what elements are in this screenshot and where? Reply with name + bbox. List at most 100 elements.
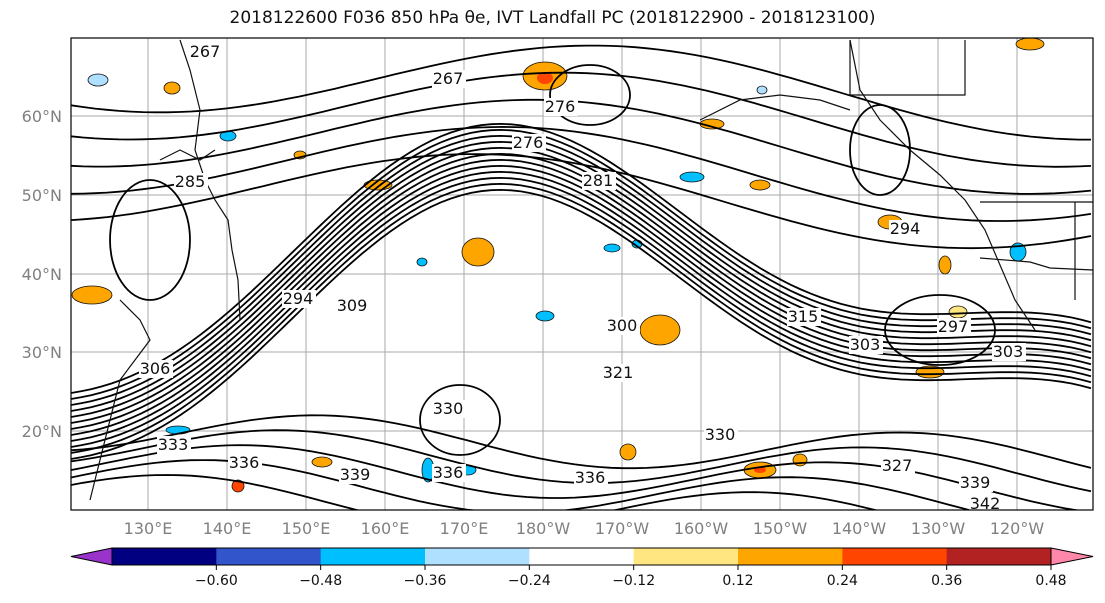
anomaly-patch-positive	[938, 255, 952, 275]
contour-line	[71, 125, 1092, 222]
contour-loop	[884, 294, 996, 366]
anomaly-patch-positive	[163, 81, 181, 95]
latitude-label: 20°N	[22, 422, 62, 441]
contour-line	[71, 140, 1092, 412]
contour-label: 339	[960, 473, 991, 492]
anomaly-patch-strong	[231, 479, 245, 493]
colorbar-segment	[529, 548, 635, 565]
contour-line	[71, 134, 1092, 406]
anomaly-patch-negative	[535, 310, 555, 322]
contour-label: 330	[433, 399, 464, 418]
contour-label-bg	[606, 317, 640, 335]
contour-label-bg	[432, 400, 466, 418]
contour-label-bg	[992, 343, 1026, 361]
contour-label-bg	[937, 318, 971, 336]
contour-label-bg	[574, 469, 608, 487]
contour-label: 315	[788, 307, 819, 326]
longitude-label: 170°E	[440, 519, 489, 538]
colorbar-segment	[738, 548, 843, 565]
colorbar-extend-low	[70, 547, 113, 566]
contour-label-bg	[174, 173, 208, 191]
colorbar-segment	[425, 548, 530, 565]
contour-label-bg	[881, 457, 915, 475]
contour-line	[71, 122, 1092, 394]
contour-line	[71, 158, 1092, 430]
contour-label-bg	[959, 474, 993, 492]
longitude-label: 120°W	[990, 519, 1045, 538]
contour-label: 330	[705, 425, 736, 444]
longitude-label: 160°E	[361, 519, 410, 538]
anomaly-patch-positive	[749, 179, 771, 191]
colorbar-tick-label: −0.24	[508, 573, 551, 589]
alaska-coastline	[699, 94, 851, 121]
contour-label: 267	[433, 69, 464, 88]
contour-line	[71, 164, 1092, 436]
contour-label-bg	[889, 220, 923, 238]
contour-label: 294	[283, 289, 314, 308]
contour-label: 333	[158, 435, 189, 454]
political-border	[979, 257, 1093, 271]
contour-line	[71, 152, 1092, 424]
contour-label: 297	[938, 317, 969, 336]
anomaly-patch-positive	[639, 314, 681, 346]
contour-label-bg	[969, 495, 1003, 510]
colorbar-tick-label: 0.12	[722, 573, 753, 589]
asia-coastline	[159, 149, 216, 161]
longitude-label: 130°W	[911, 519, 966, 538]
contour-label: 276	[513, 133, 544, 152]
colorbar-tick-label: 0.24	[827, 573, 858, 589]
anomaly-patch-weak-negative	[756, 85, 768, 95]
contour-loop	[549, 64, 631, 126]
north-america-coastline	[849, 39, 1036, 331]
contour-label-bg	[228, 454, 262, 472]
contour-label-bg	[339, 466, 373, 484]
contour-label-bg	[157, 436, 191, 454]
asia-coastline	[179, 39, 241, 321]
colorbar-tick-label: −0.12	[612, 573, 655, 589]
anomaly-patch-negative	[603, 243, 621, 253]
latitude-label: 60°N	[22, 107, 62, 126]
political-border	[849, 40, 966, 96]
contour-line	[71, 176, 1092, 448]
colorbar-tick-label: 0.36	[931, 573, 962, 589]
contour-label: 309	[337, 296, 368, 315]
contour-loop	[109, 179, 191, 301]
anomaly-patch-positive	[311, 456, 333, 468]
contour-label-bg	[512, 134, 546, 152]
latitude-label: 30°N	[22, 343, 62, 362]
anomaly-patch-positive	[461, 237, 495, 267]
latitude-label: 40°N	[22, 265, 62, 284]
contour-label: 321	[603, 363, 634, 382]
longitude-label: 160°W	[674, 519, 729, 538]
colorbar-tick-label: −0.48	[299, 573, 342, 589]
colorbar-segment	[112, 548, 217, 565]
contour-label: 339	[340, 465, 371, 484]
colorbar-segment	[320, 548, 426, 565]
latitude-label: 50°N	[22, 186, 62, 205]
contour-label-bg	[336, 297, 370, 315]
colorbar-extend-high	[1050, 547, 1094, 566]
longitude-label: 180°W	[516, 519, 571, 538]
longitude-label: 140°E	[203, 519, 252, 538]
contour-label: 303	[850, 335, 881, 354]
colorbar-segment	[216, 548, 322, 565]
anomaly-patch-positive	[619, 443, 637, 461]
contour-label-bg	[704, 426, 738, 444]
contour-label-bg	[849, 336, 883, 354]
contour-label: 306	[140, 359, 171, 378]
longitude-label: 130°E	[124, 519, 173, 538]
contour-line	[71, 414, 1092, 470]
longitude-label: 140°W	[832, 519, 887, 538]
contour-loop	[419, 384, 501, 456]
map-border	[70, 37, 1094, 511]
contour-line	[71, 71, 1092, 168]
contour-label-bg	[787, 308, 821, 326]
anomaly-patch-weak-negative	[87, 73, 109, 87]
longitude-label: 170°W	[595, 519, 650, 538]
contour-label-bg	[544, 98, 578, 116]
longitude-labels: 130°E 140°E 150°E 160°E 170°E 180°W 170°W 160°W…	[124, 519, 1045, 538]
contour-label: 336	[433, 463, 464, 482]
longitude-label: 150°E	[282, 519, 331, 538]
